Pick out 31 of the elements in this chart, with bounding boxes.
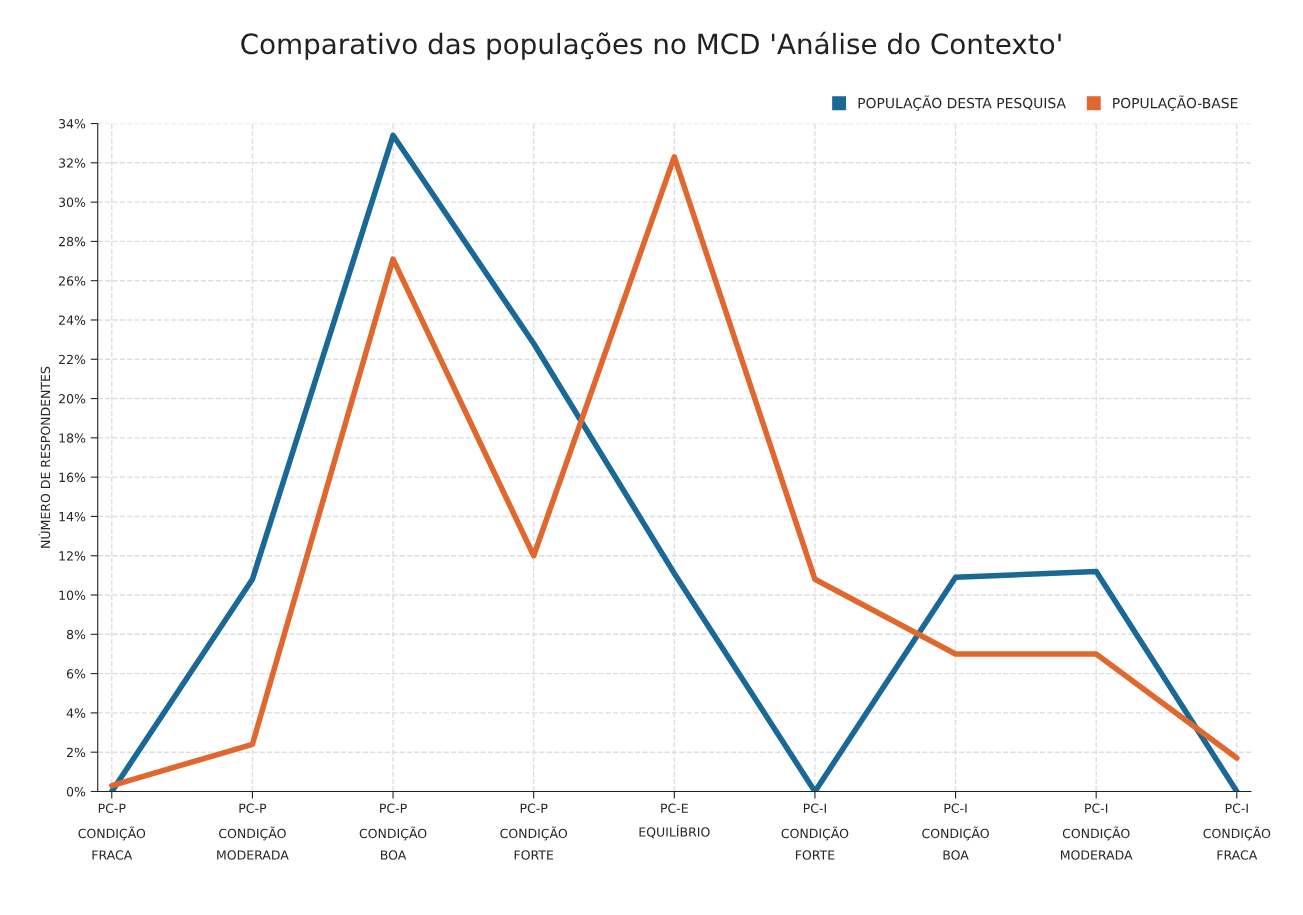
x-tick-label: PC-P CONDIÇÃO FORTE [500,803,568,860]
legend-label: POPULAÇÃO-BASE [1113,95,1238,111]
x-tick-label: PC-I CONDIÇÃO MODERADA [1060,803,1133,860]
x-tick-label: PC-E EQUILÍBRIO [639,803,710,839]
y-tick-label: 18% [59,433,86,443]
y-tick-label: 34% [59,119,86,129]
y-tick-label: 32% [59,158,86,168]
chart-title: Comparativo das populações no MCD 'Análise do Contexto' [241,31,1061,60]
y-tick-label: 20% [59,394,86,404]
y-tick-label: 6% [66,669,86,679]
x-tick-label: PC-I CONDIÇÃO FRACA [1203,803,1271,860]
y-tick-label: 24% [59,315,86,325]
x-tick-label: PC-I CONDIÇÃO BOA [922,803,989,860]
x-tick-label: PC-I CONDIÇÃO FORTE [781,803,849,860]
y-tick-label: 10% [59,590,86,600]
y-tick-label: 14% [59,511,86,522]
y-tick-label: 0% [66,786,86,797]
x-tick-label: PC-P CONDIÇÃO FRACA [78,803,146,860]
legend-label: POPULAÇÃO DESTA PESQUISA [858,95,1066,111]
y-tick-label: 22% [59,354,86,365]
y-tick-label: 16% [59,472,86,483]
y-tick-label: 30% [59,197,86,208]
y-axis-title: NÚMERO DE RESPONDENTES [38,366,51,548]
y-tick-label: 4% [66,708,86,718]
y-tick-label: 8% [66,629,86,640]
x-tick-label: PC-P CONDIÇÃO MODERADA [217,803,289,860]
y-tick-label: 12% [59,551,86,561]
y-tick-label: 2% [67,747,86,758]
y-tick-label: 26% [59,276,86,286]
x-tick-label: PC-P CONDIÇÃO BOA [359,803,427,860]
y-tick-label: 28% [59,236,86,247]
